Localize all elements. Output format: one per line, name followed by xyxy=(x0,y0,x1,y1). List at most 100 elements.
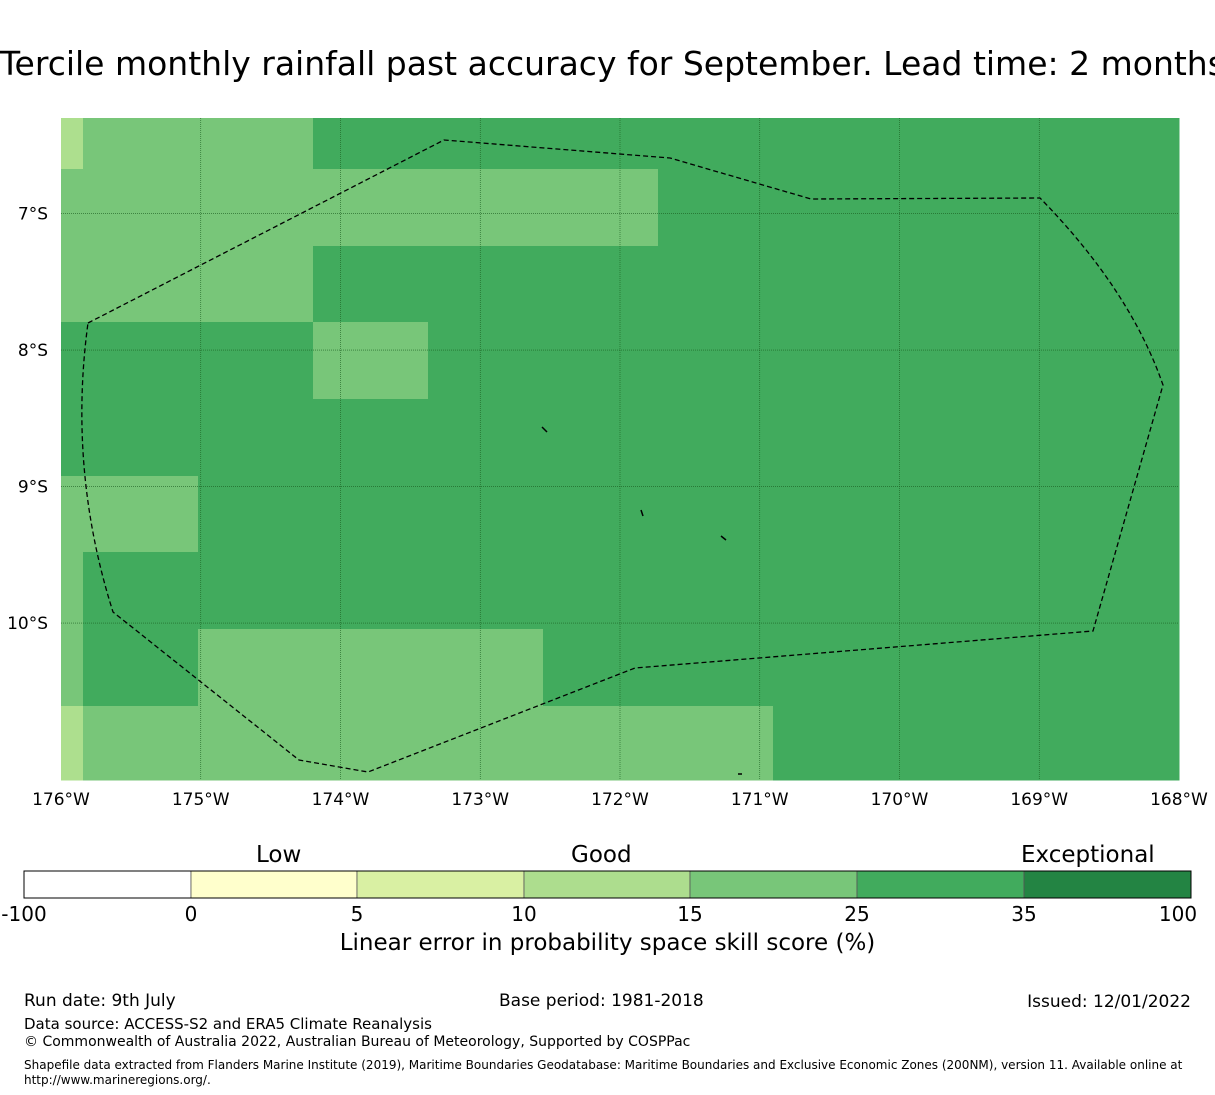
skill-grid-cell xyxy=(83,322,199,400)
skill-grid-cell xyxy=(658,552,774,630)
skill-grid-cell xyxy=(543,706,659,781)
skill-grid-cell xyxy=(198,706,314,781)
colorbar-label: Linear error in probability space skill … xyxy=(339,930,876,956)
colorbar-segment xyxy=(1023,870,1192,899)
skill-grid-cell xyxy=(313,118,429,170)
skill-grid-cell xyxy=(888,552,1004,630)
skill-grid-cell xyxy=(198,399,314,477)
skill-grid-cell xyxy=(313,552,429,630)
issued-date: Issued: 12/01/2022 xyxy=(1027,992,1191,1012)
colorbar-tick: 5 xyxy=(350,902,364,926)
colorbar-outline xyxy=(23,870,1192,899)
skill-grid-cell xyxy=(1003,399,1180,477)
skill-grid-cell xyxy=(83,552,199,630)
skill-grid-cell xyxy=(61,476,84,553)
skill-grid-cell xyxy=(888,118,1004,170)
map-gridlines xyxy=(61,118,1179,780)
skill-grid-cell xyxy=(773,118,889,170)
skill-grid-cell xyxy=(888,476,1004,553)
colorbar-tick: 35 xyxy=(1011,902,1037,926)
skill-grid-cell xyxy=(428,552,544,630)
colorbar xyxy=(23,870,1192,899)
latitude-tick-label: 8°S xyxy=(18,341,48,361)
skill-grid-cell xyxy=(658,169,774,247)
skill-grid-cell xyxy=(428,399,544,477)
skill-grid-cell xyxy=(1003,322,1180,400)
skill-grid-cells xyxy=(61,118,1180,781)
skill-grid-cell xyxy=(428,706,544,781)
skill-grid-cell xyxy=(888,246,1004,323)
latitude-tick-label: 10°S xyxy=(7,614,48,634)
colorbar-segment xyxy=(689,870,858,899)
skill-grid-cell xyxy=(313,246,429,323)
skill-grid-cell xyxy=(658,706,774,781)
skill-grid-cell xyxy=(83,476,199,553)
skill-grid-cell xyxy=(83,629,199,707)
skill-grid-cell xyxy=(198,118,314,170)
skill-grid-cell xyxy=(83,118,199,170)
skill-grid-cell xyxy=(198,322,314,400)
skill-grid-cell xyxy=(428,629,544,707)
colorbar-tick: 100 xyxy=(1158,902,1198,926)
colorbar-tick: -100 xyxy=(1,902,47,926)
skill-grid-cell xyxy=(773,169,889,247)
base-period: Base period: 1981-2018 xyxy=(499,991,704,1011)
skill-grid-cell xyxy=(658,399,774,477)
skill-grid-cell xyxy=(888,169,1004,247)
skill-grid-cell xyxy=(61,322,84,400)
axis-tick-labels: 176°W 175°W 174°W 173°W 172°W 171°W 170°W 169°W… xyxy=(7,205,1208,810)
skill-grid-cell xyxy=(83,706,199,781)
longitude-tick-label: 169°W xyxy=(1010,790,1068,810)
shapefile-credit: Shapefile data extracted from Flanders M… xyxy=(24,1058,1183,1087)
colorbar-segment xyxy=(523,870,691,899)
skill-grid-cell xyxy=(1003,706,1180,781)
skill-grid-cell xyxy=(658,476,774,553)
skill-grid-cell xyxy=(543,322,659,400)
longitude-tick-label: 174°W xyxy=(312,790,370,810)
skill-grid-cell xyxy=(198,169,314,247)
skill-grid-cell xyxy=(83,246,199,323)
skill-grid-cell xyxy=(313,629,429,707)
colorbar-category-good: Good xyxy=(571,842,632,868)
skill-grid-cell xyxy=(428,476,544,553)
skill-grid-cell xyxy=(313,476,429,553)
skill-grid-cell xyxy=(888,706,1004,781)
longitude-tick-label: 175°W xyxy=(172,790,230,810)
longitude-tick-label: 170°W xyxy=(871,790,929,810)
skill-grid-cell xyxy=(773,706,889,781)
colorbar-category-exceptional: Exceptional xyxy=(1021,842,1155,868)
island-shape xyxy=(720,535,727,541)
skill-grid-cell xyxy=(313,169,429,247)
copyright-notice: © Commonwealth of Australia 2022, Austra… xyxy=(24,1034,691,1050)
skill-grid-cell xyxy=(658,246,774,323)
longitude-tick-label: 172°W xyxy=(591,790,649,810)
skill-grid-cell xyxy=(773,322,889,400)
skill-grid-cell xyxy=(428,169,544,247)
skill-grid-cell xyxy=(888,322,1004,400)
skill-grid-cell xyxy=(1003,118,1180,170)
latitude-tick-label: 9°S xyxy=(18,478,48,498)
skill-grid-cell xyxy=(61,399,84,477)
colorbar-tick: 15 xyxy=(677,902,703,926)
skill-grid-cell xyxy=(61,118,84,170)
skill-grid-cell xyxy=(61,169,84,247)
skill-grid-cell xyxy=(1003,629,1180,707)
skill-grid-cell xyxy=(773,552,889,630)
island-shape xyxy=(640,509,644,517)
skill-grid-cell xyxy=(773,476,889,553)
skill-grid-cell xyxy=(888,399,1004,477)
skill-grid-cell xyxy=(773,399,889,477)
colorbar-segment xyxy=(190,870,358,899)
colorbar-tick: 25 xyxy=(844,902,870,926)
colorbar-category-low: Low xyxy=(256,842,302,868)
skill-grid-cell xyxy=(1003,169,1180,247)
skill-grid-cell xyxy=(313,322,429,400)
skill-grid-cell xyxy=(543,399,659,477)
skill-grid-cell xyxy=(428,246,544,323)
colorbar-segment xyxy=(356,870,525,899)
skill-grid-cell xyxy=(198,246,314,323)
colorbar-segment xyxy=(23,870,192,899)
colorbar-tick: 0 xyxy=(184,902,198,926)
data-source: Data source: ACCESS-S2 and ERA5 Climate … xyxy=(24,1015,432,1033)
